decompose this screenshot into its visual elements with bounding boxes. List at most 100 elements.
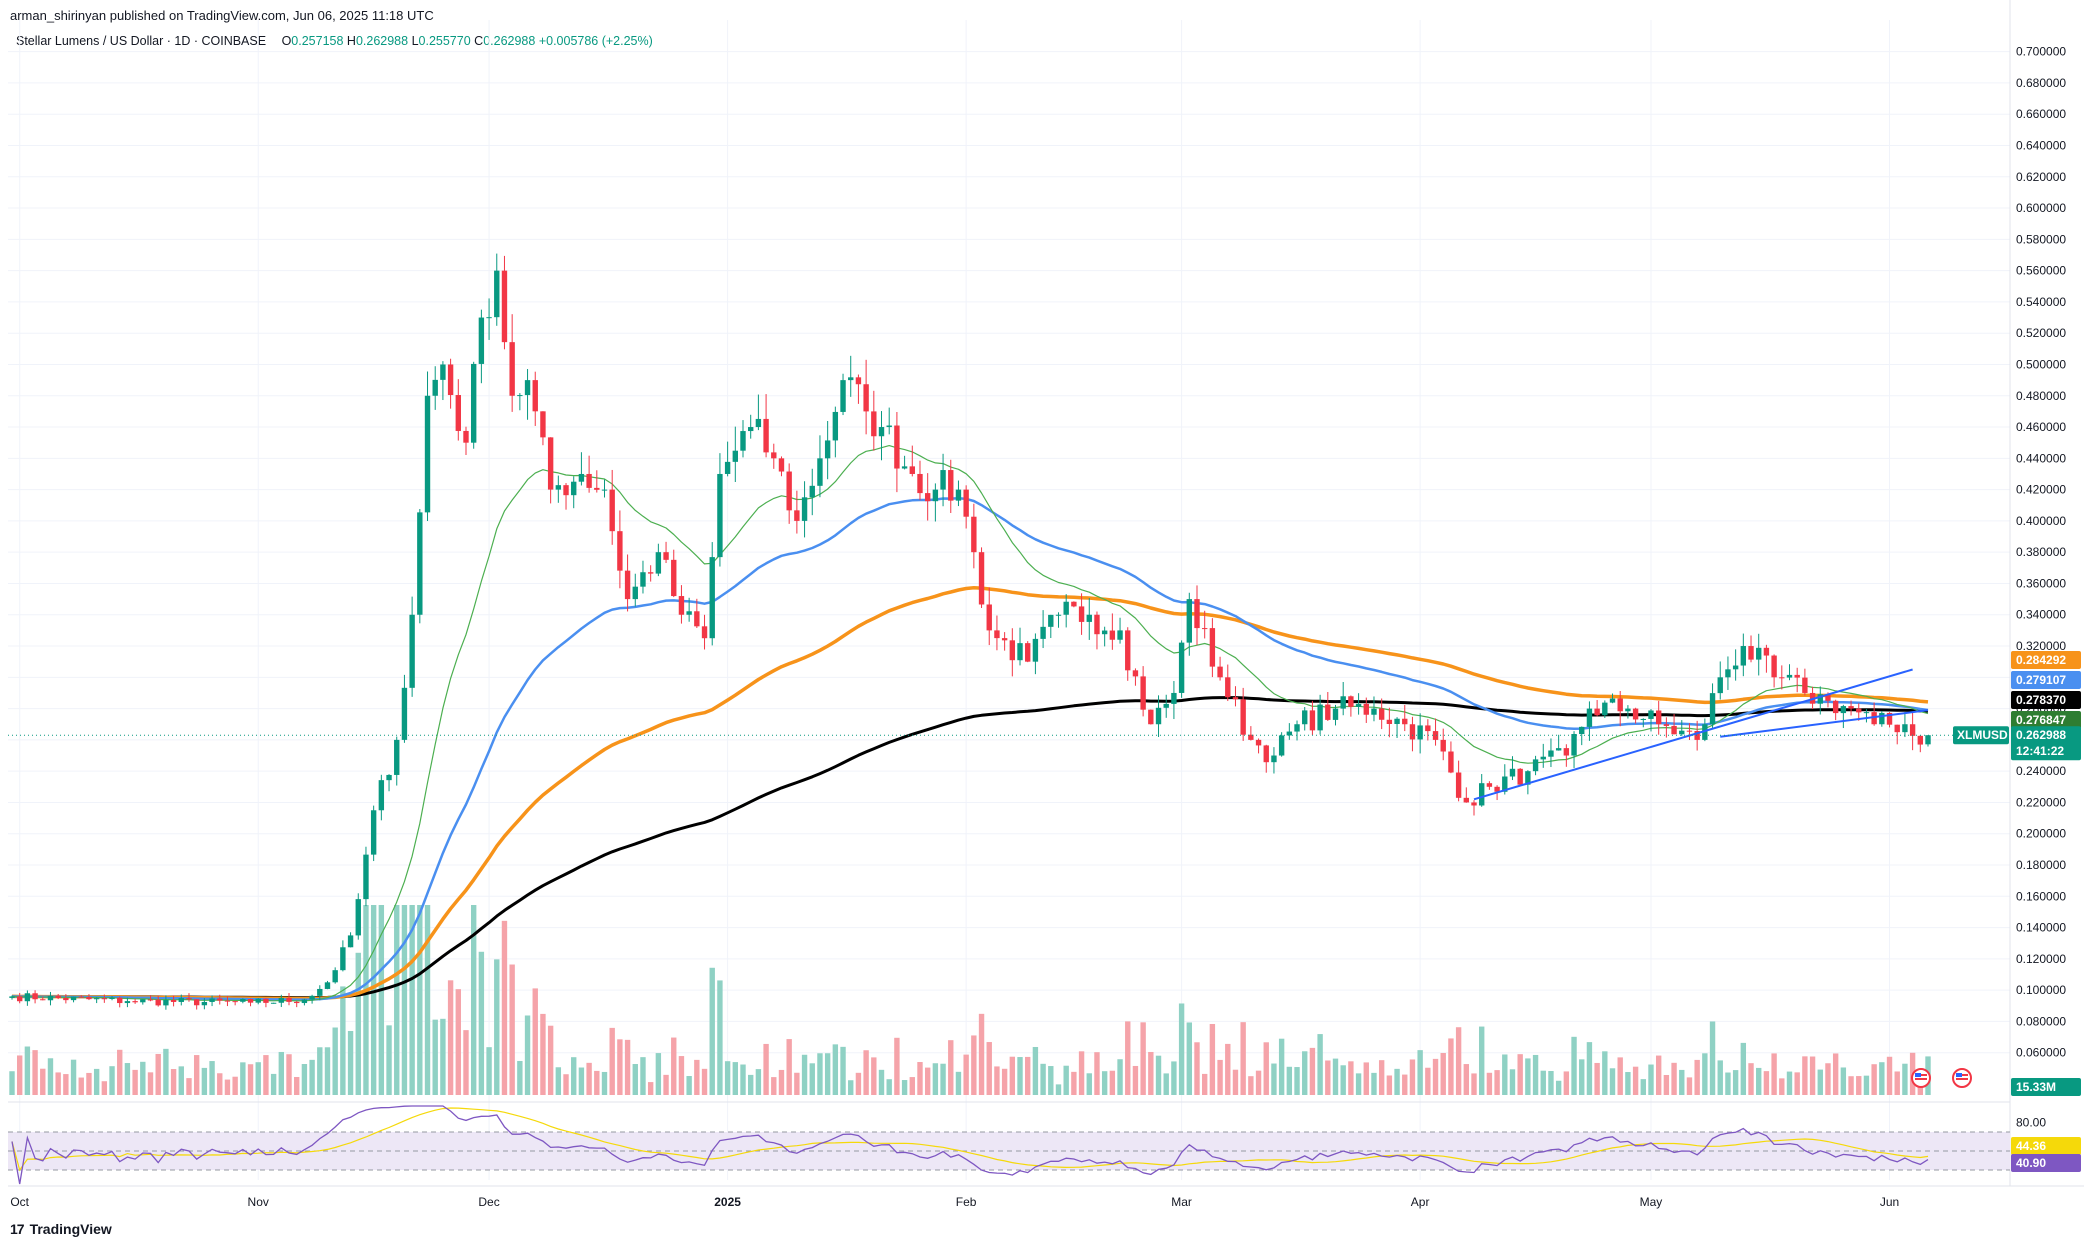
volume-bar [1856, 1076, 1862, 1095]
volume-bar [524, 1015, 531, 1095]
candle-body [1325, 704, 1331, 720]
candle [78, 995, 84, 998]
time-axis[interactable]: Oct Nov Dec 2025 Feb Mar Apr May Jun [10, 1195, 1899, 1209]
volume-bar [240, 1062, 246, 1095]
volume-bar [409, 905, 415, 1095]
candle-body [871, 411, 877, 437]
candle-body [1240, 699, 1246, 735]
volume-bar [655, 1053, 662, 1095]
volume-bar [494, 959, 500, 1095]
volume-bar [1786, 1071, 1793, 1095]
tradingview-logo[interactable]: 17 TradingView [10, 1221, 112, 1237]
candle-body [355, 899, 361, 936]
candle-body [978, 552, 985, 605]
candle-body [101, 998, 108, 1000]
candle-body [1355, 703, 1362, 707]
candle [1078, 593, 1085, 635]
candle [1417, 713, 1423, 754]
candle-body [1063, 601, 1069, 615]
candle [1625, 705, 1631, 719]
candle [809, 468, 815, 516]
candle-body [1440, 739, 1446, 752]
candle [370, 805, 377, 862]
candlestick-series[interactable] [9, 253, 1931, 1010]
candle-body [1448, 751, 1454, 773]
price-axis[interactable]: 0.700000 0.680000 0.660000 0.640000 0.620000… [2016, 45, 2066, 1060]
candle-body [1101, 630, 1108, 635]
volume-bar [1794, 1072, 1800, 1095]
candle-body [1548, 750, 1554, 757]
candle [447, 358, 454, 409]
candle [594, 470, 600, 493]
rsi-pane[interactable]: 80.00 [8, 1105, 2046, 1185]
candle-body [301, 999, 308, 1004]
ohlc-change: +0.005786 (+2.25%) [538, 34, 653, 48]
candle [301, 998, 308, 1006]
candle-body [78, 996, 84, 998]
candle [1909, 711, 1916, 751]
candle-body [1625, 708, 1631, 712]
volume-bar [1602, 1051, 1608, 1095]
candle [1348, 695, 1354, 717]
volume-bar [1525, 1058, 1531, 1095]
candle-body [1194, 599, 1200, 629]
time-tick-label: Nov [248, 1195, 269, 1209]
volume-bar [1671, 1062, 1677, 1095]
volume-bar [1040, 1063, 1046, 1095]
volume-bar [640, 1057, 646, 1095]
volume-bar [394, 905, 400, 1095]
candle-body [1255, 739, 1262, 746]
candle [748, 414, 754, 439]
candle [1317, 694, 1323, 735]
candle-body [1094, 614, 1100, 635]
price-tick-label: 0.540000 [2016, 295, 2066, 309]
candle-body [501, 270, 508, 343]
volume-bar [840, 1046, 846, 1095]
candle-body [17, 996, 23, 1002]
candle-body [140, 999, 146, 1003]
candle [24, 990, 31, 1006]
candle-body [1517, 768, 1523, 785]
candle-body [1140, 676, 1146, 710]
candle [463, 426, 469, 455]
candle [1171, 681, 1177, 720]
candle-body [440, 364, 446, 380]
candle-body [247, 999, 254, 1003]
trendlines[interactable] [1473, 668, 1929, 801]
candle [101, 994, 108, 1003]
candle-body [848, 377, 854, 381]
candle [1055, 612, 1062, 628]
volume-bar [563, 1074, 569, 1095]
candle [1378, 698, 1385, 730]
candle [1563, 744, 1570, 767]
volume-bar [93, 1068, 100, 1095]
candle-body [1732, 665, 1739, 670]
symbol-name[interactable]: Stellar Lumens / US Dollar · 1D · COINBA… [16, 34, 267, 48]
candle [1655, 700, 1662, 735]
us-flag-icon [1911, 1068, 1931, 1088]
price-tick-label: 0.640000 [2016, 138, 2066, 152]
candle [1186, 592, 1192, 656]
volume-bar [317, 1047, 323, 1095]
candle [978, 547, 985, 609]
volume-bar [1863, 1075, 1870, 1095]
candle [532, 371, 538, 426]
volume-bar [294, 1076, 300, 1095]
symbol-legend: Stellar Lumens / US Dollar · 1D · COINBA… [16, 34, 653, 48]
candle-body [1609, 698, 1616, 703]
volume-bar [1071, 1071, 1077, 1095]
candle [1648, 709, 1654, 732]
event-flags[interactable] [1911, 1068, 1972, 1088]
candle-body [1086, 614, 1092, 622]
volume-bar [1694, 1059, 1700, 1095]
volume-bar [1255, 1070, 1262, 1095]
volume-bar [109, 1066, 115, 1095]
candle [909, 445, 915, 477]
volume-bar [1779, 1078, 1785, 1095]
candle-body [609, 489, 615, 532]
candle [1763, 644, 1770, 673]
candle [794, 490, 800, 534]
candle-body [724, 461, 731, 474]
price-tick-label: 0.340000 [2016, 608, 2066, 622]
